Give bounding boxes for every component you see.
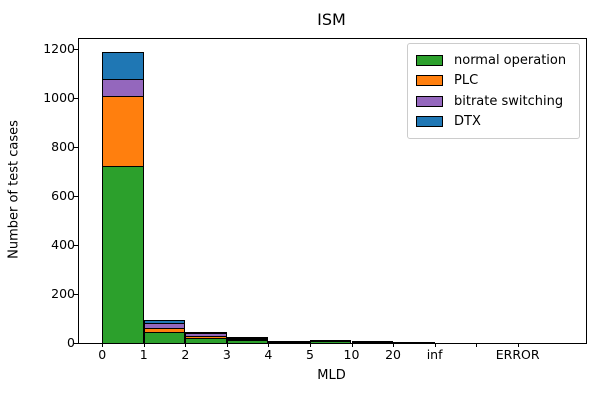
bar-segment-edge [143,328,186,330]
x-tick-label: 1 [139,347,148,362]
bar-segment-edge [226,340,269,342]
legend: normal operation PLC bitrate switching D… [407,43,580,139]
y-tick-mark [74,342,78,344]
y-tick-mark [74,146,78,148]
x-axis-label: MLD [317,368,346,383]
legend-swatch-plc [416,75,443,87]
bar-segment-edge [309,340,352,342]
x-tick-label: 2 [181,347,190,362]
bar-segment-edge [143,319,186,321]
y-tick-mark [74,195,78,197]
bar-segment-edge [351,341,394,343]
x-tick-mark [393,343,395,347]
bar-segment-edge [226,339,269,341]
bar-segment-edge [143,322,186,324]
bar-segment [226,340,269,343]
y-tick-label: 1200 [43,41,75,57]
bar-segment-edge [268,341,310,343]
bar-segment [102,78,144,96]
x-tick-mark [185,343,187,347]
legend-swatch-dtx [416,116,443,128]
legend-item-dtx: DTX [416,112,571,133]
legend-label-dtx: DTX [454,114,481,130]
bar-segment-edge [102,95,144,97]
plot-area: 0 200 400 600 800 1000 1200 0 1 2 3 4 5 10 20 inf ERROR … [43,38,587,362]
x-tick-label: 3 [222,347,231,362]
bar-segment [102,165,144,343]
y-tick-label: 800 [51,139,75,155]
bar-segment [143,331,186,343]
x-tick-mark [226,343,228,347]
bar-segment-edge [226,337,269,339]
bar-segment [143,328,186,332]
bar-segment-edge [185,335,227,337]
legend-label-bitrate-switching: bitrate switching [454,93,564,109]
x-tick-mark [309,343,311,347]
y-tick-label: 400 [51,237,75,253]
x-tick-label: 20 [385,347,401,362]
x-tick-label: 0 [98,347,107,362]
x-tick-label: 5 [305,347,314,362]
legend-label-plc: PLC [454,73,479,89]
bar-segment [185,332,227,336]
bar-segment [185,337,227,343]
x-tick-mark [476,343,478,347]
legend-item-plc: PLC [416,71,571,92]
y-tick-label: 600 [51,188,75,204]
x-tick-mark [351,343,353,347]
chart-title: ISM [317,10,346,29]
bar-segment [143,322,186,329]
legend-swatch-normal-operation [416,54,443,66]
bar-segment-edge [185,337,227,339]
x-tick-label: 4 [264,347,273,362]
legend-swatch-bitrate-switching [416,95,443,107]
x-tick-mark [434,343,436,347]
x-tick-label: 10 [343,347,360,362]
bar-segment-edge [309,339,352,341]
bar-segment [143,319,186,323]
y-tick-mark [74,244,78,246]
bar-segment-edge [143,331,186,333]
bar-segment-edge [226,337,269,339]
y-tick-label: 200 [51,286,75,302]
legend-item-normal-operation: normal operation [416,50,571,71]
x-tick-label: inf [426,347,443,362]
legend-item-bitrate-switching: bitrate switching [416,91,571,112]
y-tick-label: 1000 [43,90,75,106]
x-tick-label: ERROR [495,347,540,362]
legend-label-normal-operation: normal operation [454,52,567,68]
y-tick-mark [74,293,78,295]
y-tick-label: 0 [67,335,75,350]
bar-segment-edge [185,332,227,334]
bar-segment-edge [393,342,435,344]
bar-segment-edge [185,331,227,333]
x-tick-mark [102,343,104,347]
y-tick-mark [74,97,78,99]
bar-segment [102,51,144,79]
x-tick-mark [517,343,519,347]
bar-segment-edge [309,340,352,342]
y-tick-mark [74,48,78,50]
x-tick-mark [268,343,270,347]
bar-segment-edge [102,78,144,80]
x-tick-mark [143,343,145,347]
bar-segment-edge [102,165,144,167]
bar-segment [102,95,144,166]
bar-segment-edge [102,51,144,53]
